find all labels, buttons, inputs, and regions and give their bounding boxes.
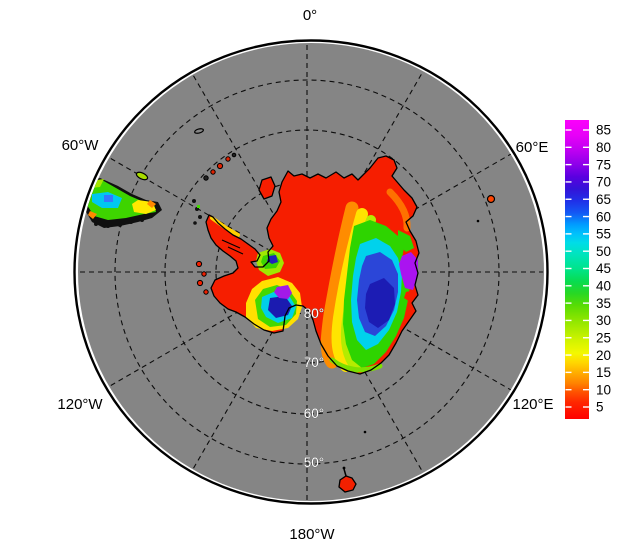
colorbar-tick-label: 85 <box>596 123 611 138</box>
sa-blob-blue-px <box>104 195 113 202</box>
data-field <box>84 156 419 374</box>
sa-coast-speckles <box>94 214 152 228</box>
south-shetland-islets <box>203 152 237 181</box>
meridian-label-bottom: 180°W <box>289 526 335 543</box>
latitude-label-50: 50° <box>304 455 324 470</box>
south-georgia-island <box>135 171 149 181</box>
colorbar-tick-label: 45 <box>596 261 611 276</box>
bottom-island <box>338 466 357 493</box>
colorbar-tick-label: 5 <box>596 400 604 415</box>
east-islet <box>486 194 496 204</box>
colorbar-tick-label: 75 <box>596 157 611 172</box>
colorbar-gradient <box>565 120 589 419</box>
colorbar-tick-label: 50 <box>596 244 611 259</box>
peninsula-tip-islets <box>192 199 202 225</box>
colorbar-ticks <box>565 129 589 408</box>
map-edge-circle <box>73 39 549 505</box>
islands <box>135 128 496 493</box>
meridian-label-lower-left: 120°W <box>57 396 103 413</box>
meridian-label-lower-right: 120°E <box>512 396 553 413</box>
latitude-label-60: 60° <box>304 406 324 421</box>
west-purple-spot <box>274 285 292 299</box>
sa-blob-orange-right <box>147 200 156 208</box>
red-island-patch <box>259 177 275 199</box>
coastlines <box>205 155 420 375</box>
east-coast-green-strip <box>398 230 414 252</box>
colorbar-tick-labels: 85 80 75 70 65 60 55 50 45 40 35 30 25 20 15 10 5 <box>596 123 611 415</box>
east-band-orange <box>320 201 359 369</box>
colorbar: 85 80 75 70 65 60 55 50 45 40 35 30 25 20 15 10 5 <box>565 120 611 419</box>
west-upper-navy-dot <box>267 255 278 264</box>
meridian-label-upper-right: 60°E <box>516 139 549 156</box>
channel-line-1 <box>221 239 241 249</box>
east-coast-red-speck <box>404 290 417 302</box>
colorbar-tick-label: 10 <box>596 382 611 397</box>
red-island-outline <box>258 176 276 200</box>
colorbar-tick-label: 65 <box>596 192 611 207</box>
channel-line-2 <box>227 246 244 255</box>
east-blob-navy <box>365 278 395 328</box>
colorbar-tick-label: 30 <box>596 313 611 328</box>
colorbar-tick-label: 25 <box>596 330 611 345</box>
east-purple-maximum <box>399 252 418 290</box>
colorbar-tick-label: 60 <box>596 209 611 224</box>
colorbar-tick-label: 20 <box>596 348 611 363</box>
colorbar-tick-label: 15 <box>596 365 611 380</box>
colorbar-tick-label: 35 <box>596 296 611 311</box>
colorbar-tick-label: 70 <box>596 175 611 190</box>
colorbar-tick-label: 40 <box>596 279 611 294</box>
hollow-island <box>194 128 204 134</box>
tiny-speck-1 <box>476 219 480 223</box>
latitude-label-80: 80° <box>304 306 324 321</box>
west-red-islets <box>195 260 209 295</box>
meridian-label-upper-left: 60°W <box>62 137 100 154</box>
meridian-label-top: 0° <box>303 7 317 24</box>
colorbar-tick-label: 80 <box>596 140 611 155</box>
sa-blob-orange-left <box>88 211 97 219</box>
tiny-speck-2 <box>363 430 367 434</box>
main-coastline <box>205 155 420 375</box>
latitude-label-70: 70° <box>304 355 324 370</box>
west-blob-navy <box>268 296 292 318</box>
colorbar-tick-label: 55 <box>596 227 611 242</box>
